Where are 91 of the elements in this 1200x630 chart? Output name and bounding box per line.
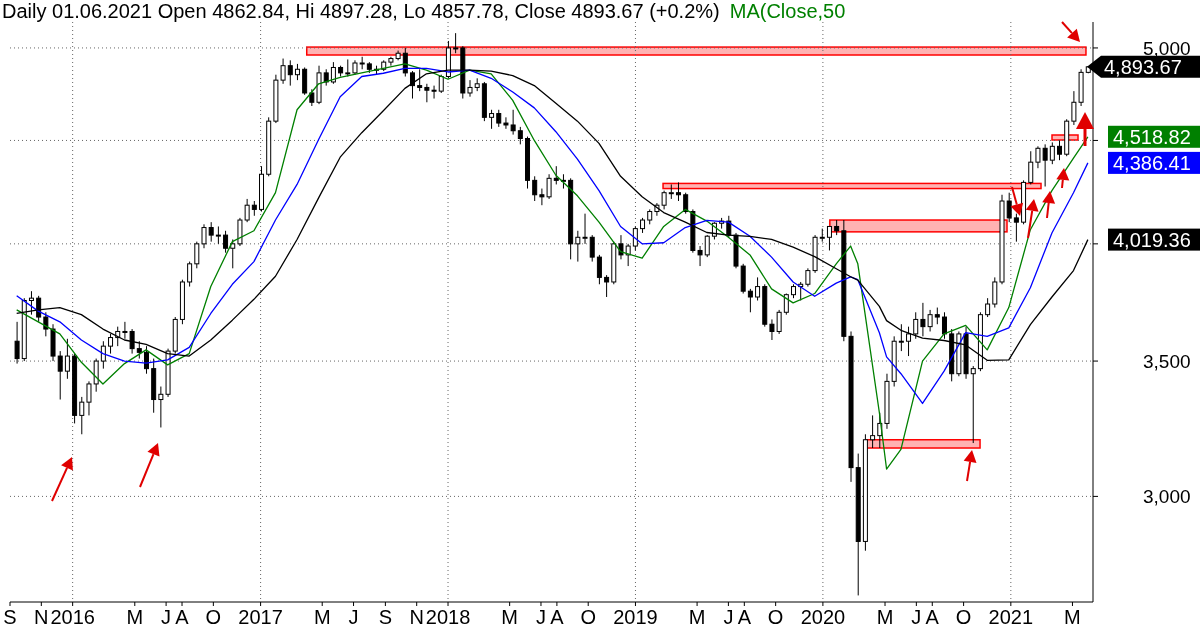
data-label: 4,518.82 [1113, 125, 1191, 148]
candlestick [747, 288, 753, 313]
candlestick [985, 297, 991, 318]
candlestick [1006, 192, 1012, 223]
candlestick [79, 396, 85, 435]
candlestick [683, 192, 689, 215]
x-tick-label: M [501, 606, 518, 628]
candlestick [1013, 213, 1019, 243]
candlestick [467, 79, 473, 98]
candlestick [438, 74, 444, 94]
x-tick-label: S [3, 606, 17, 628]
x-tick-label: N [34, 606, 49, 628]
candlestick [100, 340, 106, 370]
x-tick-label: O [580, 606, 596, 628]
candlestick [589, 234, 595, 263]
x-tick-label: S [378, 606, 393, 628]
candlestick [187, 261, 193, 288]
candlestick [970, 365, 976, 444]
candlestick [93, 358, 99, 393]
candlestick [906, 326, 912, 357]
candlestick [223, 230, 229, 254]
text: MA(Close,50 [729, 0, 846, 22]
x-tick-label: J [723, 606, 734, 628]
x-tick-label: M [126, 606, 144, 628]
x-tick-label: 2017 [238, 606, 283, 628]
candlestick [57, 350, 63, 401]
x-tick-label: A [175, 606, 190, 628]
candlestick [1028, 150, 1034, 185]
candlestick [201, 223, 207, 249]
candlestick [108, 333, 114, 355]
x-tick-label: 2016 [50, 606, 95, 628]
candlestick [302, 66, 308, 96]
candlestick [489, 109, 495, 130]
candlestick [826, 225, 832, 251]
candlestick [330, 61, 336, 85]
candlestick [208, 221, 214, 243]
candlestick [28, 290, 34, 316]
candlestick [675, 181, 681, 202]
candlestick [1049, 141, 1055, 165]
x-tick-label: J [348, 606, 359, 628]
y-tick-label: 3,000 [1143, 486, 1191, 508]
candlestick [532, 175, 538, 202]
x-tick-label: J [161, 606, 172, 628]
chart-title: Daily 01.06.2021 Open 4862.84, Hi 4897.28, Lo 4857.78, Close 4893.67 (+0.2%) [2, 0, 720, 22]
x-tick-label: J [911, 606, 922, 628]
x-tick-label: 2018 [425, 606, 471, 628]
y-tick-label: 3,500 [1143, 350, 1191, 372]
candlestick [86, 380, 92, 416]
candlestick [582, 213, 588, 245]
data-label: 4,386.41 [1113, 152, 1191, 175]
candlestick [43, 311, 49, 337]
data-label: 4,019.36 [1113, 228, 1191, 251]
candlestick [898, 323, 904, 352]
x-tick-label: A [550, 606, 565, 628]
candlestick [194, 241, 200, 269]
x-tick-label: O [205, 606, 222, 628]
x-tick-label: 2021 [988, 606, 1034, 628]
candlestick [625, 243, 631, 267]
candlestick [402, 47, 408, 77]
candlestick [14, 321, 20, 365]
candlestick [596, 254, 602, 285]
x-tick-label: 2020 [800, 606, 846, 628]
candlestick [1057, 139, 1063, 161]
candlestick [230, 238, 236, 269]
candlestick [755, 276, 761, 301]
x-tick-label: A [925, 606, 940, 628]
candlestick [604, 274, 610, 298]
candlestick [36, 295, 42, 323]
candlestick [287, 59, 293, 87]
x-tick-label: O [955, 606, 972, 628]
candlestick [992, 276, 998, 309]
x-tick-label: O [767, 606, 784, 628]
candlestick [575, 230, 581, 263]
y-tick-label: 5,000 [1143, 37, 1191, 59]
candlestick [668, 183, 674, 200]
x-tick-label: M [688, 606, 706, 628]
x-tick-label: N [409, 606, 424, 628]
x-tick-label: M [876, 606, 894, 628]
candlestick [553, 165, 559, 185]
x-tick-label: 2019 [613, 606, 658, 628]
candlestick [870, 414, 876, 449]
x-tick-label: A [737, 606, 752, 628]
candlestick [64, 338, 70, 380]
candlestick [453, 32, 459, 54]
candlestick [941, 311, 947, 340]
x-tick-label: M [1064, 606, 1081, 628]
candlestick [704, 234, 710, 258]
x-tick-label: M [313, 606, 331, 628]
x-tick-label: J [535, 606, 546, 628]
annotation: 4,893.67 [1104, 56, 1182, 79]
candlestick [913, 311, 919, 340]
